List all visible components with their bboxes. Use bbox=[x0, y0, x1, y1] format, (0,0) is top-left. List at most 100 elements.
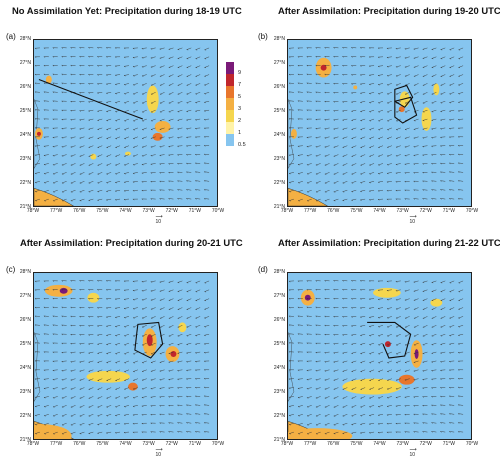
wind-vector bbox=[324, 297, 330, 299]
wind-vector-head bbox=[123, 308, 126, 310]
wind-vector-head bbox=[97, 74, 99, 76]
wind-vector bbox=[351, 181, 357, 184]
wind-vector bbox=[342, 154, 348, 157]
wind-vector-head bbox=[79, 343, 82, 345]
wind-vector-head bbox=[351, 74, 353, 76]
wind-vector bbox=[422, 56, 428, 59]
wind-vector-head bbox=[342, 56, 344, 58]
wind-vector bbox=[97, 189, 103, 192]
wind-vector bbox=[342, 414, 348, 417]
wind-vector bbox=[360, 396, 366, 399]
wind-vector bbox=[97, 422, 103, 425]
wind-vector bbox=[88, 422, 94, 425]
wind-vector bbox=[342, 431, 348, 434]
wind-vector-head bbox=[386, 173, 389, 175]
wind-vector bbox=[387, 145, 392, 148]
wind-vector-head bbox=[106, 432, 108, 434]
wind-vector bbox=[324, 136, 330, 139]
wind-vector-head bbox=[150, 172, 153, 174]
wind-vector bbox=[70, 172, 76, 175]
wind-vector-head bbox=[114, 56, 117, 58]
wind-vector-head bbox=[315, 342, 318, 345]
wind-vector-head bbox=[449, 128, 451, 130]
wind-vector bbox=[133, 351, 138, 355]
wind-vector bbox=[79, 422, 85, 426]
precipitation-area bbox=[290, 128, 297, 139]
wind-vector bbox=[34, 100, 40, 102]
wind-vector-head bbox=[395, 66, 398, 68]
wind-vector-head bbox=[79, 92, 81, 94]
wind-vector bbox=[369, 189, 375, 192]
wind-vector bbox=[79, 351, 85, 354]
wind-vector bbox=[204, 289, 210, 292]
wind-vector bbox=[168, 65, 174, 68]
wind-vector bbox=[369, 163, 375, 166]
wind-vector bbox=[177, 189, 183, 191]
map-panel-c bbox=[33, 272, 218, 440]
wind-vector-head bbox=[422, 413, 424, 416]
wind-vector-head bbox=[297, 91, 300, 94]
wind-vector-head bbox=[34, 164, 37, 166]
wind-vector bbox=[70, 396, 76, 399]
wind-vector-head bbox=[324, 352, 327, 354]
wind-vector-head bbox=[106, 74, 108, 76]
wind-vector-head bbox=[70, 137, 73, 139]
wind-vector bbox=[387, 360, 392, 363]
wind-vector bbox=[440, 351, 446, 354]
wind-vector-head bbox=[288, 360, 291, 362]
wind-vector bbox=[298, 422, 303, 425]
wind-vector bbox=[204, 74, 210, 77]
wind-vector bbox=[106, 101, 112, 103]
lon-tick-label: 70°W bbox=[211, 208, 225, 214]
wind-vector bbox=[360, 342, 366, 345]
wind-vector-head bbox=[360, 316, 362, 318]
wind-vector-head bbox=[440, 189, 442, 191]
wind-vector-head bbox=[168, 379, 171, 381]
wind-vector-head bbox=[52, 65, 55, 67]
wind-vector bbox=[124, 127, 130, 130]
wind-vector bbox=[70, 64, 76, 66]
wind-vector bbox=[61, 422, 67, 426]
wind-vector bbox=[315, 297, 321, 299]
wind-vector bbox=[422, 360, 428, 363]
wind-vector-head bbox=[360, 325, 362, 328]
lat-tick-label: 21°N bbox=[19, 437, 31, 443]
wind-vector bbox=[106, 316, 112, 318]
wind-vector bbox=[333, 351, 339, 354]
wind-vector-head bbox=[386, 281, 389, 283]
wind-vector bbox=[431, 198, 437, 200]
wind-vector-head bbox=[97, 432, 99, 434]
wind-vector-head bbox=[177, 431, 179, 433]
wind-vector-head bbox=[106, 102, 108, 104]
wind-vector-head bbox=[422, 387, 425, 389]
wind-vector-head bbox=[315, 128, 318, 130]
wind-vector bbox=[422, 334, 428, 337]
wind-vector-head bbox=[404, 290, 407, 292]
wind-vector bbox=[195, 307, 201, 310]
wind-vector bbox=[97, 405, 103, 408]
wind-vector bbox=[422, 127, 428, 130]
wind-vector-head bbox=[70, 289, 72, 291]
wind-vector bbox=[387, 342, 392, 346]
wind-vector-head bbox=[177, 120, 180, 122]
wind-vector-head bbox=[440, 145, 442, 147]
lon-tick-label: 76°W bbox=[73, 441, 86, 447]
wind-vector bbox=[333, 422, 339, 426]
lat-tick-label: 28°N bbox=[273, 36, 285, 42]
wind-vector bbox=[342, 351, 348, 354]
wind-vector bbox=[106, 414, 112, 416]
wind-vector bbox=[141, 65, 147, 68]
wind-vector bbox=[422, 325, 428, 328]
wind-vector-head bbox=[306, 324, 309, 327]
wind-vector-head bbox=[186, 431, 188, 433]
wind-vector-head bbox=[204, 162, 206, 165]
wind-vector bbox=[297, 100, 303, 102]
wind-vector bbox=[35, 172, 40, 174]
wind-vector-head bbox=[360, 335, 362, 337]
wind-vector-head bbox=[132, 299, 135, 301]
wind-vector-head bbox=[159, 198, 162, 200]
wind-vector-head bbox=[324, 119, 327, 121]
wind-vector-head bbox=[132, 414, 135, 416]
wind-vector bbox=[204, 180, 210, 182]
wind-vector bbox=[79, 431, 85, 434]
